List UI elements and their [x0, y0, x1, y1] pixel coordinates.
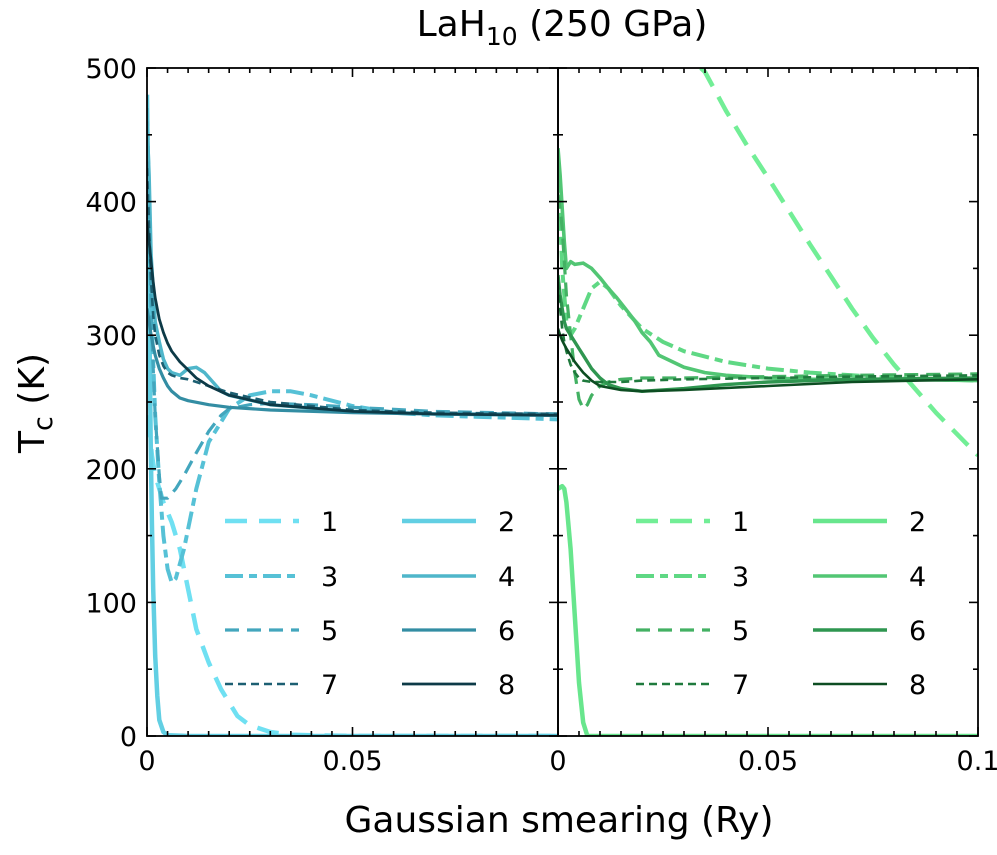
legend-item-2: 2 [813, 507, 926, 538]
series-line-3 [558, 174, 978, 383]
y-axis-label-unit: (K) [12, 353, 53, 416]
legend-label: 7 [732, 670, 749, 701]
legend-item-8: 8 [402, 670, 515, 701]
legend: 1 2 3 4 5 6 7 8 [636, 507, 926, 701]
series-lines [147, 94, 558, 736]
legend-item-6: 6 [813, 616, 926, 647]
legend-label: 6 [498, 616, 515, 647]
legend-label: 8 [909, 670, 926, 701]
x-tick-label: 0 [138, 746, 155, 777]
series-line-5 [558, 194, 978, 411]
series-line-4 [147, 121, 558, 418]
legend-item-3: 3 [636, 562, 749, 593]
legend-item-1: 1 [225, 507, 338, 538]
y-tick-label: 0 [120, 722, 137, 753]
series-line-8 [558, 328, 978, 393]
legend-item-4: 4 [402, 562, 515, 593]
legend-item-1: 1 [636, 507, 749, 538]
y-tick-label: 500 [85, 54, 137, 85]
y-tick-label: 200 [85, 455, 137, 486]
chart-title: LaH10 (250 GPa) [417, 4, 708, 51]
y-tick-label: 400 [85, 188, 137, 219]
x-axis-label: Gaussian smearing (Ry) [345, 800, 774, 841]
legend-label: 5 [321, 616, 338, 647]
legend-item-8: 8 [813, 670, 926, 701]
y-tick-label: 100 [85, 588, 137, 619]
series-line-6 [147, 308, 558, 416]
legend-label: 2 [909, 507, 926, 538]
legend-label: 8 [498, 670, 515, 701]
title-subscript: 10 [486, 22, 518, 51]
x-tick-label: 0.05 [322, 746, 382, 777]
legend-item-7: 7 [225, 670, 338, 701]
series-lines [558, 68, 978, 736]
y-axis-label-subscript: c [28, 416, 59, 431]
series-line-7 [147, 168, 558, 416]
title-main: LaH [417, 4, 486, 45]
right-panel: 0 0.05 0.1 1 2 3 4 5 6 7 8 [549, 67, 997, 777]
legend-label: 4 [909, 562, 926, 593]
series-line-6 [558, 274, 978, 393]
series-line-1 [699, 68, 978, 457]
x-tick-label: 0 [549, 746, 566, 777]
legend-item-5: 5 [636, 616, 749, 647]
series-line-8 [147, 221, 558, 417]
left-panel: 0 100 200 300 400 500 0 0.05 1 2 3 4 5 6 7 8 [85, 54, 559, 777]
legend-item-3: 3 [225, 562, 338, 593]
x-tick-label: 0.1 [957, 746, 997, 777]
legend-label: 7 [321, 670, 338, 701]
legend-label: 2 [498, 507, 515, 538]
y-axis-label: Tc (K) [12, 353, 59, 454]
legend-item-6: 6 [402, 616, 515, 647]
legend-label: 3 [732, 562, 749, 593]
x-tick-label: 0.05 [738, 746, 798, 777]
series-line-1 [147, 415, 558, 736]
legend-label: 3 [321, 562, 338, 593]
legend-label: 6 [909, 616, 926, 647]
y-tick-label: 300 [85, 321, 137, 352]
legend-item-4: 4 [813, 562, 926, 593]
series-line-4 [558, 148, 978, 383]
series-line-2 [558, 483, 978, 736]
plot-frame [146, 67, 559, 737]
legend-item-5: 5 [225, 616, 338, 647]
y-axis-label-main: T [12, 430, 53, 454]
series-line-5 [147, 161, 558, 500]
series-line-3 [147, 108, 558, 585]
legend-label: 1 [732, 507, 749, 538]
legend-label: 1 [321, 507, 338, 538]
legend-label: 4 [498, 562, 515, 593]
legend: 1 2 3 4 5 6 7 8 [225, 507, 515, 701]
series-line-7 [558, 281, 978, 384]
title-rest: (250 GPa) [518, 4, 708, 45]
legend-item-7: 7 [636, 670, 749, 701]
legend-label: 5 [732, 616, 749, 647]
legend-item-2: 2 [402, 507, 515, 538]
